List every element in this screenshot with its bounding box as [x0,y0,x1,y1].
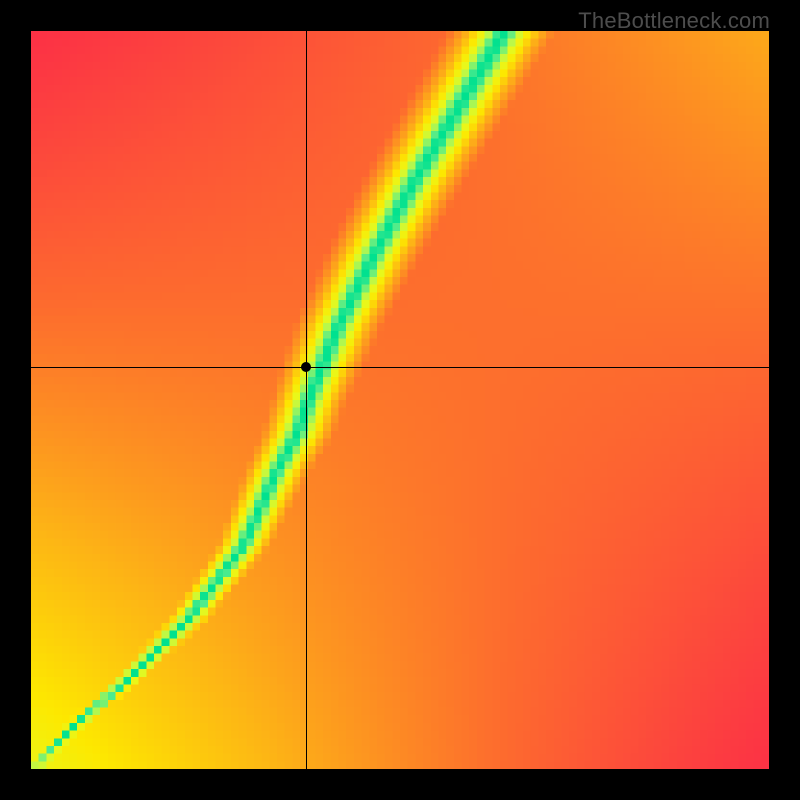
bottleneck-heatmap [31,31,769,769]
watermark-text: TheBottleneck.com [578,8,770,34]
crosshair-vertical [306,31,307,769]
chart-container: TheBottleneck.com [0,0,800,800]
crosshair-horizontal [31,367,769,368]
crosshair-marker [301,362,311,372]
